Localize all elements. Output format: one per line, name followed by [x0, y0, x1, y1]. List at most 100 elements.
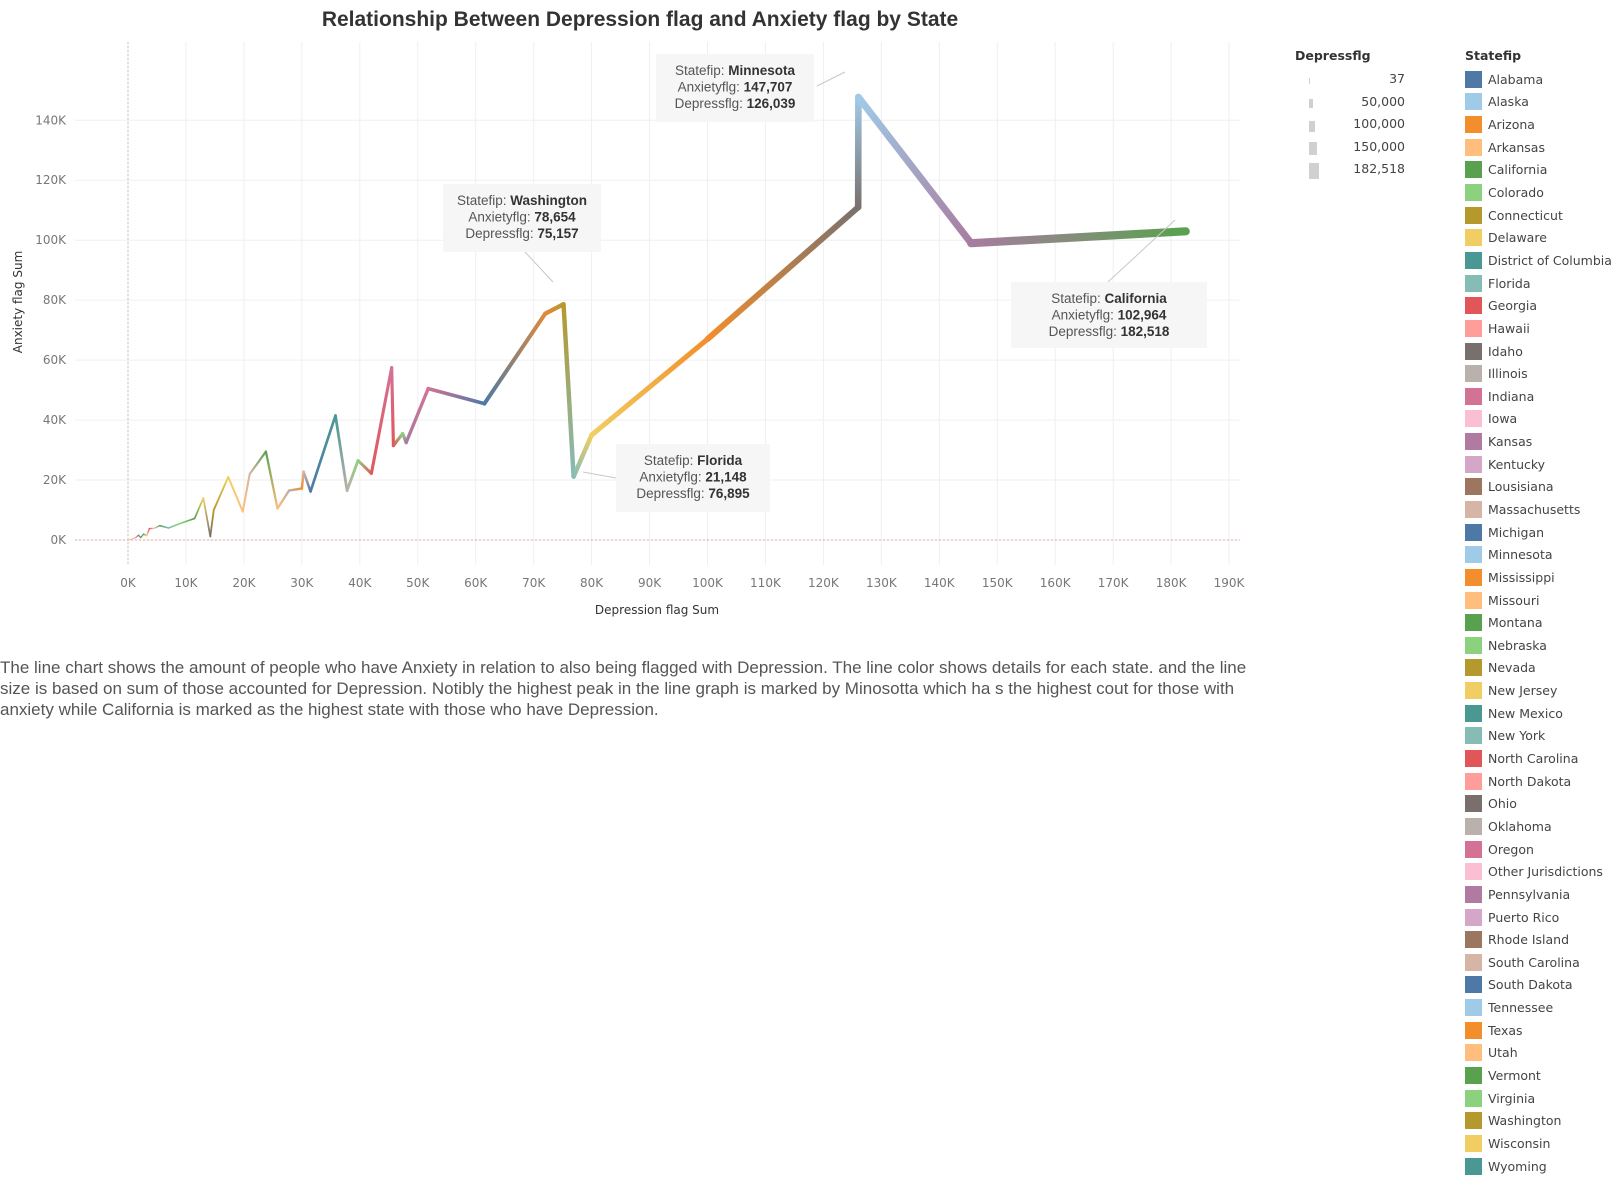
color-legend-item[interactable]: Montana: [1465, 611, 1614, 634]
color-legend-item[interactable]: Arizona: [1465, 113, 1614, 136]
color-legend-item[interactable]: New York: [1465, 725, 1614, 748]
legend-label: Alaska: [1488, 94, 1529, 109]
color-legend-item[interactable]: Florida: [1465, 272, 1614, 295]
color-legend-item[interactable]: Virginia: [1465, 1087, 1614, 1110]
annotation-line: Depressflg: 182,518: [1049, 324, 1170, 339]
color-legend-item[interactable]: Arkansas: [1465, 136, 1614, 159]
legend-label: South Dakota: [1488, 977, 1573, 992]
legend-swatch: [1465, 1067, 1482, 1084]
color-legend-item[interactable]: Massachusetts: [1465, 498, 1614, 521]
legend-label: Massachusetts: [1488, 502, 1580, 517]
color-legend-item[interactable]: District of Columbia: [1465, 249, 1614, 272]
line-segment: [214, 477, 228, 510]
color-legend-item[interactable]: Missouri: [1465, 589, 1614, 612]
legend-label: South Carolina: [1488, 955, 1580, 970]
size-legend-label: 100,000: [1353, 116, 1405, 131]
color-legend-item[interactable]: Delaware: [1465, 226, 1614, 249]
line-segment: [203, 498, 210, 536]
legend-swatch: [1465, 388, 1482, 405]
annotation-line: Depressflg: 76,895: [636, 486, 750, 501]
color-legend-item[interactable]: Puerto Rico: [1465, 906, 1614, 929]
color-legend-item[interactable]: Idaho: [1465, 340, 1614, 363]
legend-swatch: [1465, 999, 1482, 1016]
color-legend-item[interactable]: South Carolina: [1465, 951, 1614, 974]
legend-swatch: [1465, 795, 1482, 812]
color-legend-item[interactable]: Washington: [1465, 1109, 1614, 1132]
line-segment: [574, 435, 592, 477]
color-legend-item[interactable]: Nebraska: [1465, 634, 1614, 657]
legend-label: North Dakota: [1488, 774, 1571, 789]
size-legend-mark: [1309, 142, 1317, 156]
color-legend-item[interactable]: Iowa: [1465, 408, 1614, 431]
color-legend-item[interactable]: Indiana: [1465, 385, 1614, 408]
line-segment: [210, 510, 213, 536]
color-legend-item[interactable]: Hawaii: [1465, 317, 1614, 340]
legend-label: California: [1488, 162, 1547, 177]
annotation-line: Statefip: Washington: [457, 193, 587, 208]
size-legend-item: 50,000: [1295, 91, 1405, 114]
line-segment: [278, 491, 290, 509]
color-legend-item[interactable]: Texas: [1465, 1019, 1614, 1042]
annotation-line: Depressflg: 126,039: [675, 96, 796, 111]
annotation-line: Anxietyflg: 102,964: [1052, 308, 1167, 323]
legend-label: Oklahoma: [1488, 819, 1552, 834]
color-legend-item[interactable]: Ohio: [1465, 793, 1614, 816]
color-legend-item[interactable]: Illinois: [1465, 362, 1614, 385]
color-legend-item[interactable]: Oregon: [1465, 838, 1614, 861]
color-legend-item[interactable]: Vermont: [1465, 1064, 1614, 1087]
legend-swatch: [1465, 71, 1482, 88]
color-legend-item[interactable]: New Jersey: [1465, 679, 1614, 702]
color-legend-item[interactable]: Lousisiana: [1465, 476, 1614, 499]
line-segment: [141, 534, 144, 538]
legend-label: Michigan: [1488, 525, 1544, 540]
legend-label: New Mexico: [1488, 706, 1563, 721]
color-legend-item[interactable]: California: [1465, 159, 1614, 182]
color-legend-item[interactable]: Kansas: [1465, 430, 1614, 453]
color-legend-item[interactable]: Tennessee: [1465, 996, 1614, 1019]
color-legend-item[interactable]: Wyoming: [1465, 1155, 1614, 1177]
color-legend-item[interactable]: Mississippi: [1465, 566, 1614, 589]
line-segment: [392, 368, 394, 446]
color-legend-item[interactable]: Minnesota: [1465, 543, 1614, 566]
color-legend-item[interactable]: Connecticut: [1465, 204, 1614, 227]
annotation-line: Statefip: Minnesota: [675, 63, 796, 78]
color-legend-item[interactable]: Rhode Island: [1465, 928, 1614, 951]
legend-swatch: [1465, 456, 1482, 473]
color-legend-item[interactable]: Pennsylvania: [1465, 883, 1614, 906]
size-legend-item: 182,518: [1295, 158, 1405, 181]
legend-swatch: [1465, 252, 1482, 269]
legend-label: Nebraska: [1488, 638, 1547, 653]
size-legend-title: Depressflg: [1295, 48, 1405, 63]
color-legend-item[interactable]: Nevada: [1465, 657, 1614, 680]
color-legend-item[interactable]: Wisconsin: [1465, 1132, 1614, 1155]
color-legend-item[interactable]: New Mexico: [1465, 702, 1614, 725]
annotation-leader-line: [583, 472, 616, 478]
line-segment: [147, 529, 150, 536]
size-legend-label: 150,000: [1353, 139, 1405, 154]
x-tick-label: 0K: [120, 576, 137, 590]
color-legend-item[interactable]: South Dakota: [1465, 974, 1614, 997]
line-segment: [289, 488, 302, 490]
color-legend-item[interactable]: Alaska: [1465, 91, 1614, 114]
legend-label: Rhode Island: [1488, 932, 1569, 947]
color-legend-item[interactable]: Colorado: [1465, 181, 1614, 204]
line-segment: [304, 472, 311, 492]
color-legend-item[interactable]: Georgia: [1465, 294, 1614, 317]
color-legend-item[interactable]: Alabama: [1465, 68, 1614, 91]
legend-swatch: [1465, 501, 1482, 518]
color-legend-item[interactable]: Oklahoma: [1465, 815, 1614, 838]
x-tick-label: 170K: [1098, 576, 1130, 590]
color-legend-item[interactable]: North Dakota: [1465, 770, 1614, 793]
color-legend-item[interactable]: Michigan: [1465, 521, 1614, 544]
size-legend-item: 150,000: [1295, 136, 1405, 159]
color-legend-item[interactable]: Utah: [1465, 1042, 1614, 1065]
legend-swatch: [1465, 410, 1482, 427]
color-legend-item[interactable]: North Carolina: [1465, 747, 1614, 770]
color-legend-item[interactable]: Kentucky: [1465, 453, 1614, 476]
legend-label: Hawaii: [1488, 321, 1530, 336]
legend-swatch: [1465, 139, 1482, 156]
line-segment: [169, 524, 181, 528]
legend-label: Utah: [1488, 1045, 1518, 1060]
color-legend-item[interactable]: Other Jurisdictions: [1465, 860, 1614, 883]
